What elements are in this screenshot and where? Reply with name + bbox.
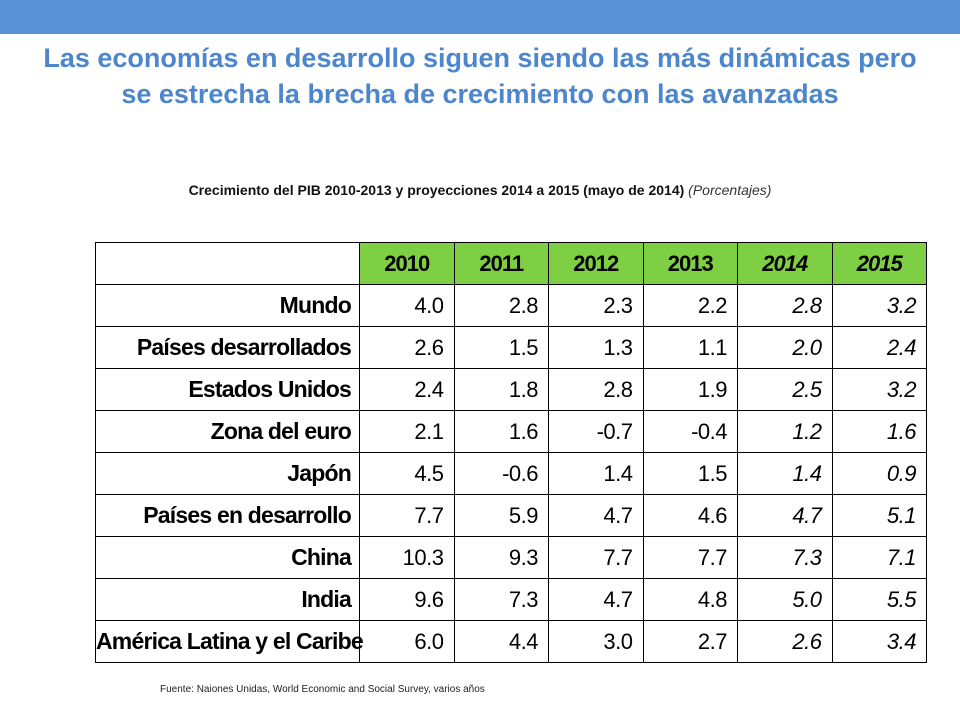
value-cell: 3.0 [548,620,644,663]
value-cell: 5.5 [831,578,927,621]
value-cell: 2.6 [737,620,833,663]
value-cell: 4.7 [737,494,833,537]
value-cell: 2.3 [548,284,644,327]
value-cell: 4.7 [548,578,644,621]
value-cell: 1.9 [642,368,738,411]
column-header-2010: 2010 [359,242,455,285]
row-label: América Latina y el Caribe [95,620,364,663]
value-cell: 2.8 [453,284,549,327]
row-label: Japón [95,452,360,495]
top-bar [0,0,960,34]
value-cell: 4.6 [642,494,738,537]
subtitle-text: Crecimiento del PIB 2010-2013 y proyecci… [188,182,685,198]
table-row: Japón 4.5 -0.6 1.4 1.5 1.4 0.9 [95,452,927,495]
table-row: China 10.3 9.3 7.7 7.7 7.3 7.1 [95,536,927,579]
slide-title: Las economías en desarrollo siguen siend… [43,43,917,109]
table-row: Estados Unidos 2.4 1.8 2.8 1.9 2.5 3.2 [95,368,927,411]
value-cell: 3.4 [831,620,927,663]
subtitle-unit: (Porcentajes) [688,182,772,198]
value-cell: 2.4 [359,368,455,411]
value-cell: 7.7 [359,494,455,537]
header-corner [95,242,360,285]
gdp-growth-table: 2010 2011 2012 2013 2014 2015 Mundo 4.0 2.8 2.3 2… [95,242,927,663]
source-note: Fuente: Naiones Unidas, World Economic a… [160,684,485,695]
value-cell: 2.6 [359,326,455,369]
column-header-2012: 2012 [548,242,644,285]
value-cell: 0.9 [831,452,927,495]
value-cell: 2.1 [359,410,455,453]
value-cell: 7.3 [737,536,833,579]
value-cell: 1.5 [453,326,549,369]
value-cell: 2.0 [737,326,833,369]
value-cell: 2.5 [737,368,833,411]
value-cell: 1.5 [642,452,738,495]
value-cell: 7.1 [831,536,927,579]
value-cell: 4.0 [359,284,455,327]
value-cell: -0.7 [548,410,644,453]
table-row: India 9.6 7.3 4.7 4.8 5.0 5.5 [95,578,927,621]
row-label: Zona del euro [95,410,360,453]
table-subtitle: Crecimiento del PIB 2010-2013 y proyecci… [40,182,920,198]
value-cell: 5.9 [453,494,549,537]
value-cell: 1.4 [737,452,833,495]
value-cell: 10.3 [359,536,455,579]
value-cell: 7.7 [642,536,738,579]
value-cell: 1.8 [453,368,549,411]
value-cell: 9.6 [359,578,455,621]
value-cell: 3.2 [831,284,927,327]
value-cell: 2.8 [737,284,833,327]
row-label: India [95,578,360,621]
value-cell: 4.4 [453,620,549,663]
header-row: 2010 2011 2012 2013 2014 2015 [95,242,927,285]
value-cell: 2.4 [831,326,927,369]
value-cell: 1.6 [831,410,927,453]
value-cell: 4.7 [548,494,644,537]
value-cell: 6.0 [359,620,455,663]
table-row: Zona del euro 2.1 1.6 -0.7 -0.4 1.2 1.6 [95,410,927,453]
row-label: Mundo [95,284,360,327]
value-cell: -0.4 [642,410,738,453]
table-row: Mundo 4.0 2.8 2.3 2.2 2.8 3.2 [95,284,927,327]
column-header-2014: 2014 [737,242,833,285]
value-cell: 7.3 [453,578,549,621]
value-cell: 1.1 [642,326,738,369]
table-row: América Latina y el Caribe 6.0 4.4 3.0 2.7 2.… [95,620,927,663]
value-cell: 1.3 [548,326,644,369]
value-cell: 4.8 [642,578,738,621]
value-cell: 1.2 [737,410,833,453]
value-cell: 2.2 [642,284,738,327]
value-cell: 2.7 [642,620,738,663]
value-cell: 5.0 [737,578,833,621]
value-cell: 2.8 [548,368,644,411]
value-cell: 5.1 [831,494,927,537]
table-row: Países en desarrollo 7.7 5.9 4.7 4.6 4.7 5.1 [95,494,927,537]
value-cell: 3.2 [831,368,927,411]
value-cell: 1.6 [453,410,549,453]
value-cell: 4.5 [359,452,455,495]
row-label: Países en desarrollo [95,494,360,537]
row-label: Países desarrollados [95,326,360,369]
column-header-2013: 2013 [642,242,738,285]
row-label: China [95,536,360,579]
value-cell: -0.6 [453,452,549,495]
value-cell: 1.4 [548,452,644,495]
value-cell: 7.7 [548,536,644,579]
table-row: Países desarrollados 2.6 1.5 1.3 1.1 2.0 2.4 [95,326,927,369]
table-body: Mundo 4.0 2.8 2.3 2.2 2.8 3.2 Países desarrolla… [95,284,927,663]
column-header-2015: 2015 [831,242,927,285]
value-cell: 9.3 [453,536,549,579]
row-label: Estados Unidos [95,368,360,411]
column-header-2011: 2011 [453,242,549,285]
